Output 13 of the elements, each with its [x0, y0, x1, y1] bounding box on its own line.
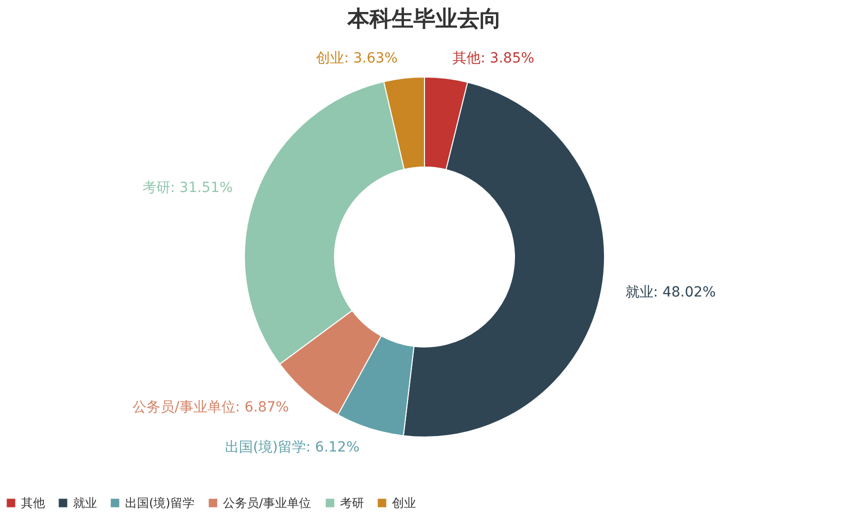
data-label: 出国(境)留学: 6.12%	[224, 439, 360, 456]
legend-label: 公务员/事业单位	[223, 496, 312, 510]
data-label: 就业: 48.02%	[625, 284, 716, 301]
legend-label: 就业	[73, 496, 97, 510]
legend-label: 创业	[392, 496, 416, 510]
data-label: 创业: 3.63%	[316, 50, 398, 66]
legend-label: 出国(境)留学	[125, 496, 194, 510]
data-label: 公务员/事业单位: 6.87%	[132, 400, 289, 416]
chart-title: 本科生毕业去向	[346, 7, 502, 32]
legend-label: 考研	[340, 496, 364, 510]
data-label: 考研: 31.51%	[142, 180, 233, 196]
legend-label: 其他	[21, 496, 45, 510]
data-label: 其他: 3.85%	[452, 50, 534, 66]
